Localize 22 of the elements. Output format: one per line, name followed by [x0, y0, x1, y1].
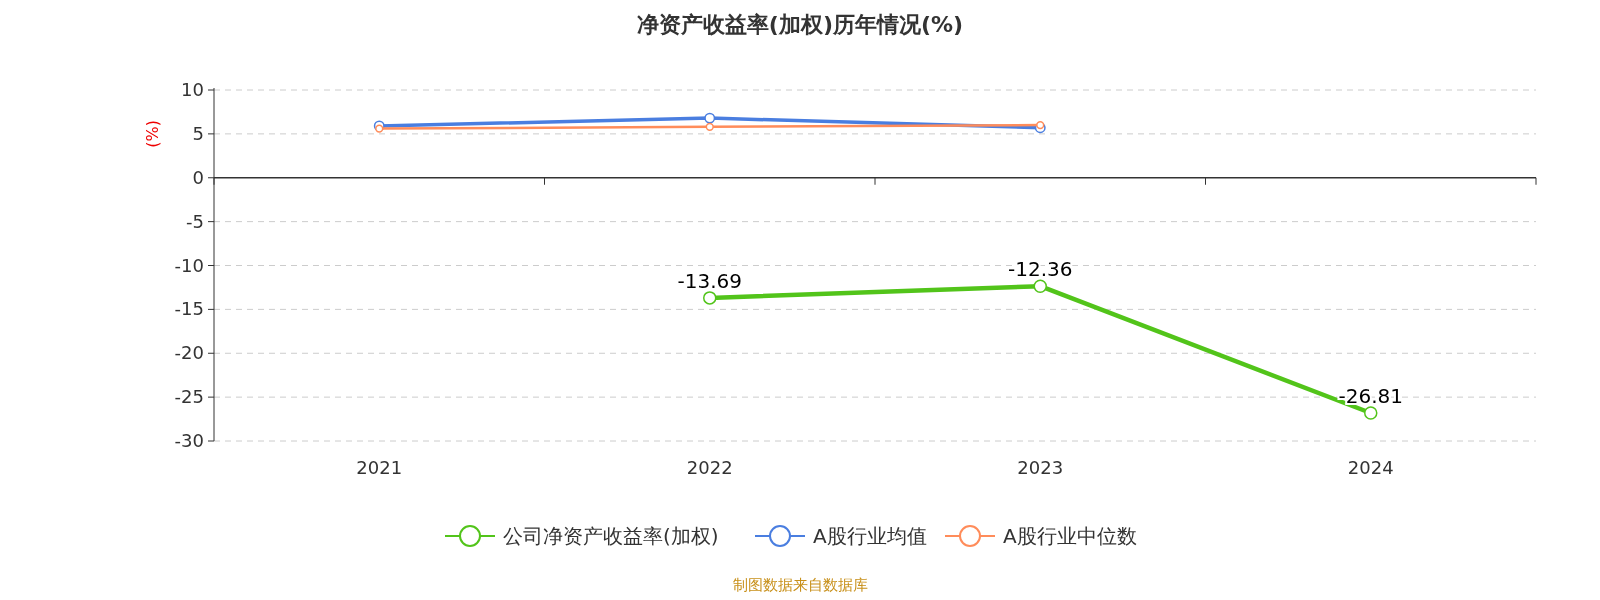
x-tick-label: 2023 — [1017, 457, 1064, 478]
y-tick-label: -20 — [174, 342, 204, 364]
y-tick-label: 10 — [181, 79, 204, 100]
y-tick-label: 5 — [192, 122, 204, 144]
chart-title: 净资产收益率(加权)历年情况(%) — [636, 12, 964, 37]
y-tick-label: -5 — [186, 210, 204, 232]
legend-label: A股行业均值 — [813, 524, 927, 548]
data-label: -12.36 — [1008, 257, 1073, 282]
y-axis-title: (%) — [143, 120, 162, 148]
x-tick-label: 2024 — [1347, 457, 1394, 478]
data-label: -26.81 — [1338, 384, 1403, 409]
y-tick-label: -30 — [174, 430, 204, 451]
y-tick-label: 0 — [192, 166, 204, 188]
x-tick-label: 2021 — [356, 457, 403, 478]
text: 制图数据来自数据库 — [732, 576, 868, 594]
x-tick-label: 2022 — [686, 457, 733, 478]
y-tick-label: -10 — [174, 254, 204, 276]
data-label: -13.69 — [677, 268, 742, 293]
y-tick-label: -15 — [174, 298, 204, 320]
y-tick-label: -25 — [174, 386, 204, 408]
legend-label: A股行业中位数 — [1003, 524, 1137, 548]
legend-label: 公司净资产收益率(加权) — [503, 524, 719, 548]
